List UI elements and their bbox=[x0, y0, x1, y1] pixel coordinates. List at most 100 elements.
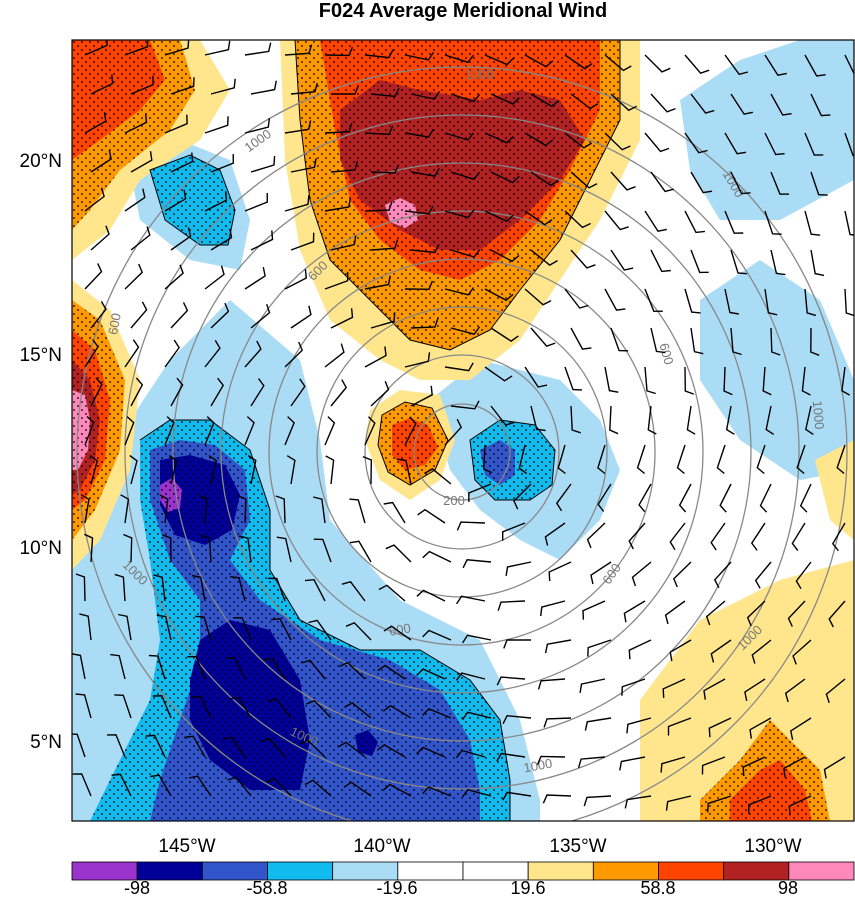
wind-barb bbox=[90, 225, 110, 251]
wind-barb bbox=[383, 625, 412, 641]
wind-barb bbox=[828, 600, 846, 628]
wind-barb bbox=[490, 405, 515, 426]
wind-barb bbox=[719, 483, 732, 513]
wind-barb bbox=[444, 418, 463, 446]
wind-barb bbox=[324, 271, 349, 290]
wind-barb bbox=[410, 167, 440, 177]
wind-barb bbox=[604, 210, 629, 231]
wind-barb bbox=[444, 287, 475, 296]
wind-barb bbox=[184, 735, 206, 758]
wind-barb bbox=[604, 366, 619, 393]
lon-label-145w: 145°W bbox=[158, 836, 215, 857]
wind-barb bbox=[416, 668, 446, 680]
wind-barb bbox=[456, 521, 486, 531]
wind-barb bbox=[444, 362, 474, 372]
wind-barb bbox=[250, 80, 277, 95]
wind-barb bbox=[79, 613, 92, 641]
wind-barb bbox=[410, 244, 440, 254]
wind-barb bbox=[684, 210, 705, 234]
wind-barb bbox=[210, 302, 230, 329]
wind-barb bbox=[152, 695, 172, 719]
wind-barb bbox=[80, 494, 90, 524]
wind-barb bbox=[284, 341, 304, 368]
wind-barb bbox=[490, 171, 520, 184]
wind-barb bbox=[844, 54, 854, 76]
wind-barb bbox=[339, 661, 366, 680]
wind-barb bbox=[84, 112, 107, 134]
wind-barb bbox=[795, 561, 812, 590]
stipple-north bbox=[295, 40, 620, 350]
wind-barb bbox=[536, 755, 566, 765]
wind-barb bbox=[110, 653, 126, 680]
wind-barb bbox=[730, 93, 754, 115]
wind-barb bbox=[222, 736, 246, 758]
wind-barb bbox=[759, 483, 772, 513]
wind-barb bbox=[484, 54, 514, 66]
wind-barb bbox=[208, 455, 218, 485]
wind-barb bbox=[404, 205, 434, 215]
wind-barb bbox=[672, 561, 692, 588]
wind-barb bbox=[244, 42, 272, 56]
wind-barb bbox=[370, 164, 400, 174]
wind-barb bbox=[370, 88, 400, 98]
wind-barb bbox=[200, 534, 212, 563]
wind-barb bbox=[810, 327, 820, 356]
wind-barb bbox=[650, 171, 674, 193]
wind-barb bbox=[404, 129, 434, 138]
wind-barb bbox=[416, 589, 446, 602]
wind-barb bbox=[792, 639, 812, 665]
wind-barb bbox=[628, 522, 646, 550]
wind-barb bbox=[724, 210, 744, 234]
wind-barb bbox=[502, 791, 532, 801]
wind-barb bbox=[621, 678, 646, 696]
wind-barb bbox=[788, 795, 812, 816]
wind-barb bbox=[610, 327, 629, 352]
wind-barb bbox=[404, 416, 417, 446]
wind-barb bbox=[290, 158, 317, 173]
wind-barb bbox=[570, 249, 596, 269]
wind-barb bbox=[244, 340, 262, 368]
wind-barb bbox=[742, 756, 766, 777]
wind-barb bbox=[524, 54, 554, 68]
wind-barb bbox=[106, 734, 126, 758]
wind-barb bbox=[263, 657, 286, 680]
wind-barb bbox=[644, 132, 670, 153]
wind-barb bbox=[644, 366, 656, 395]
wind-barb bbox=[665, 795, 692, 811]
colorbar-label-1: -98 bbox=[124, 878, 150, 898]
wind-barb bbox=[784, 678, 806, 703]
wind-barb bbox=[170, 227, 192, 251]
wind-barb bbox=[284, 44, 313, 56]
colorbar-label-6: 98 bbox=[778, 878, 798, 898]
wind-barb bbox=[660, 756, 686, 773]
contour-center-cool bbox=[469, 419, 556, 501]
colorbar-label-5: 58.8 bbox=[640, 878, 675, 898]
wind-barb bbox=[544, 522, 566, 546]
wind-barb bbox=[168, 454, 178, 485]
range-ring-label: 600 bbox=[105, 312, 124, 336]
wind-barb bbox=[276, 536, 292, 563]
wind-barb bbox=[90, 74, 114, 95]
wind-barb bbox=[130, 75, 154, 95]
wind-barb bbox=[484, 288, 514, 302]
lon-label-140w: 140°W bbox=[353, 836, 410, 857]
wind-barb bbox=[84, 415, 95, 446]
wind-barb bbox=[570, 93, 599, 110]
wind-barb bbox=[610, 93, 638, 112]
colorbar-labels: -98 -58.8 -19.6 19.6 58.8 98 bbox=[124, 878, 798, 898]
range-ring bbox=[364, 354, 560, 550]
wind-barb bbox=[530, 249, 558, 266]
wind-barb bbox=[490, 249, 520, 263]
wind-barb bbox=[84, 339, 99, 368]
wind-barb bbox=[444, 132, 475, 141]
wind-barb bbox=[730, 171, 751, 195]
wind-barb bbox=[187, 656, 206, 680]
wind-barb bbox=[130, 151, 153, 173]
range-ring-labels: 2006006006006006001000100010001000100010… bbox=[105, 67, 827, 775]
wind-barb bbox=[233, 616, 252, 641]
wind-barb bbox=[148, 654, 166, 680]
wind-barb bbox=[364, 201, 393, 212]
wind-barb bbox=[582, 600, 606, 620]
wind-barb bbox=[604, 288, 626, 311]
